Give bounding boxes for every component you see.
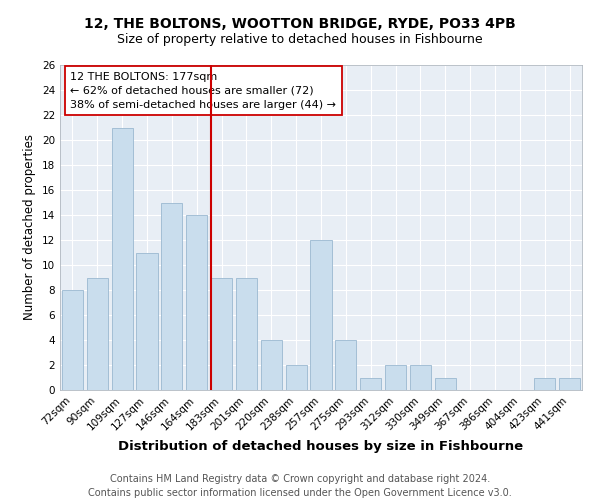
Text: 12 THE BOLTONS: 177sqm
← 62% of detached houses are smaller (72)
38% of semi-det: 12 THE BOLTONS: 177sqm ← 62% of detached…: [70, 72, 337, 110]
Bar: [87, 278, 108, 390]
Bar: [62, 290, 83, 390]
Text: Size of property relative to detached houses in Fishbourne: Size of property relative to detached ho…: [117, 32, 483, 46]
X-axis label: Distribution of detached houses by size in Fishbourne: Distribution of detached houses by size …: [118, 440, 524, 453]
Bar: [186, 215, 207, 390]
Y-axis label: Number of detached properties: Number of detached properties: [23, 134, 37, 320]
Bar: [261, 340, 282, 390]
Bar: [286, 365, 307, 390]
Bar: [161, 202, 182, 390]
Bar: [385, 365, 406, 390]
Bar: [236, 278, 257, 390]
Bar: [310, 240, 332, 390]
Bar: [211, 278, 232, 390]
Bar: [335, 340, 356, 390]
Bar: [360, 378, 381, 390]
Bar: [112, 128, 133, 390]
Bar: [136, 252, 158, 390]
Text: 12, THE BOLTONS, WOOTTON BRIDGE, RYDE, PO33 4PB: 12, THE BOLTONS, WOOTTON BRIDGE, RYDE, P…: [84, 18, 516, 32]
Bar: [435, 378, 456, 390]
Bar: [410, 365, 431, 390]
Bar: [559, 378, 580, 390]
Bar: [534, 378, 555, 390]
Text: Contains HM Land Registry data © Crown copyright and database right 2024.
Contai: Contains HM Land Registry data © Crown c…: [88, 474, 512, 498]
